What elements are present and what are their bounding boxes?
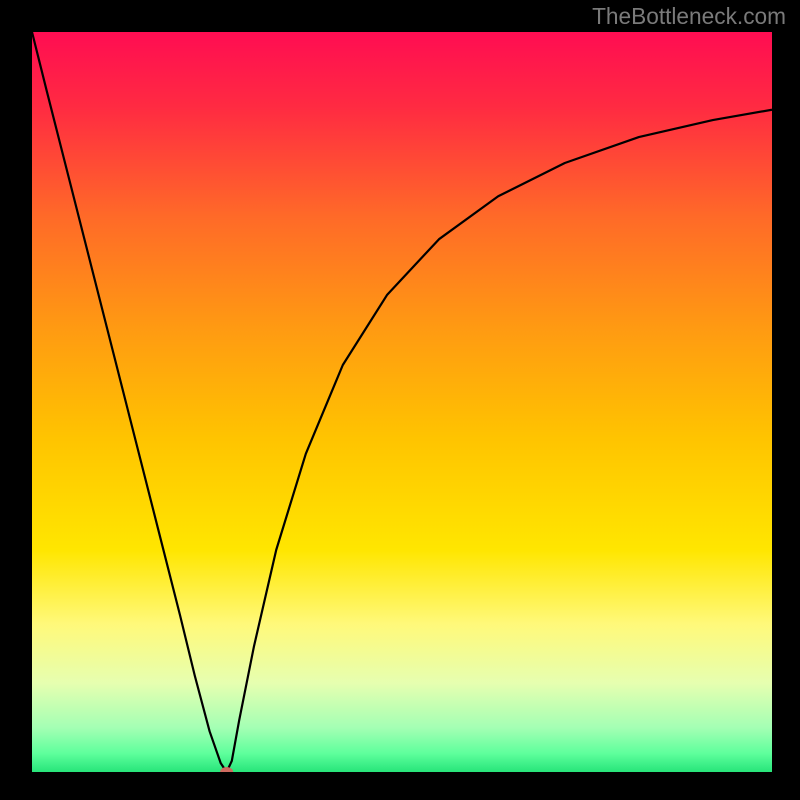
plot-area: [32, 32, 772, 772]
chart-stage: TheBottleneck.com: [0, 0, 800, 800]
plot-svg: [32, 32, 772, 772]
gradient-background: [32, 32, 772, 772]
attribution-text: TheBottleneck.com: [592, 3, 786, 30]
